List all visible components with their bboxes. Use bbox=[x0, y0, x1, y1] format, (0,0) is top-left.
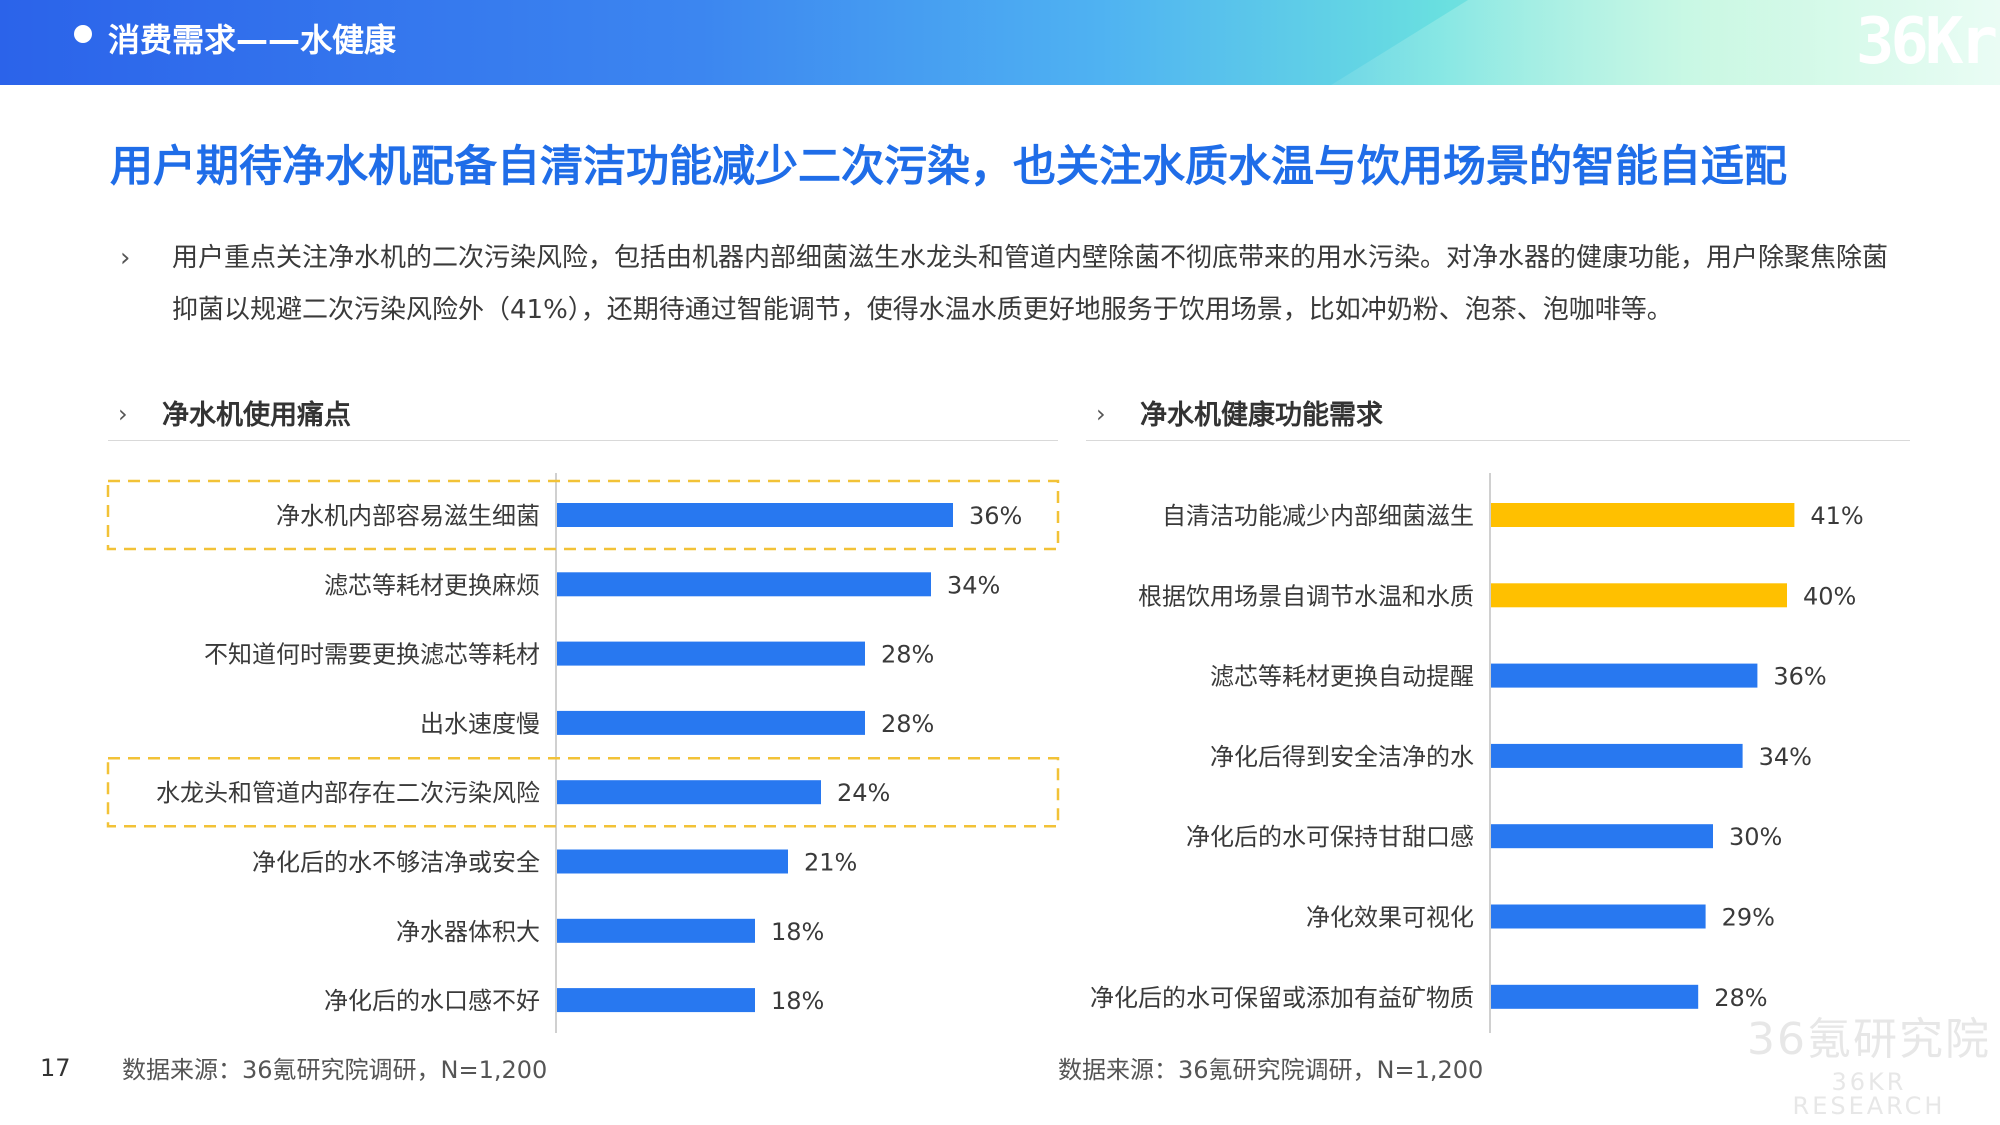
data-label: 41% bbox=[1810, 502, 1863, 530]
data-label: 18% bbox=[771, 918, 824, 946]
summary-text: 用户重点关注净水机的二次污染风险，包括由机器内部细菌滋生水龙头和管道内壁除菌不彻… bbox=[172, 243, 1889, 325]
data-label: 36% bbox=[1773, 663, 1826, 691]
bar bbox=[1491, 984, 1699, 1009]
bar bbox=[1491, 663, 1758, 688]
page-number: 17 bbox=[40, 1054, 71, 1082]
category-label: 水龙头和管道内部存在二次污染风险 bbox=[156, 779, 540, 807]
category-label: 净水机内部容易滋生细菌 bbox=[276, 502, 540, 530]
category-label: 自清洁功能减少内部细菌滋生 bbox=[1162, 502, 1474, 530]
category-label: 净化后得到安全洁净的水 bbox=[1210, 743, 1474, 771]
bar bbox=[557, 641, 865, 666]
data-label: 18% bbox=[771, 987, 824, 1015]
chevron-right-icon: › bbox=[118, 400, 128, 428]
data-source-right: 数据来源：36氪研究院调研，N=1,200 bbox=[1058, 1056, 1484, 1084]
bullet-dot-icon bbox=[74, 25, 92, 43]
bar bbox=[1491, 583, 1787, 608]
right-panel-header: › 净水机健康功能需求 bbox=[1086, 396, 1910, 441]
bar bbox=[1491, 503, 1795, 527]
data-label: 24% bbox=[837, 779, 890, 807]
data-label: 28% bbox=[1714, 984, 1767, 1012]
bar bbox=[557, 849, 788, 874]
data-label: 34% bbox=[947, 571, 1000, 599]
data-label: 40% bbox=[1803, 582, 1856, 610]
highlight-box bbox=[106, 479, 1060, 551]
chevron-right-icon: › bbox=[1096, 400, 1106, 428]
bar bbox=[557, 988, 755, 1013]
header-title: 消费需求——水健康 bbox=[108, 21, 397, 59]
watermark-cn: 36氪研究院 bbox=[1747, 1014, 1991, 1065]
watermark-en: 36KR RESEARCH bbox=[1792, 1068, 1946, 1120]
chevron-right-icon: › bbox=[120, 243, 131, 273]
category-label: 净化后的水口感不好 bbox=[324, 987, 540, 1015]
data-label: 28% bbox=[881, 641, 934, 669]
category-label: 净化后的水不够洁净或安全 bbox=[252, 849, 540, 877]
summary-paragraph: › 用户重点关注净水机的二次污染风险，包括由机器内部细菌滋生水龙头和管道内壁除菌… bbox=[120, 232, 1890, 336]
category-label: 滤芯等耗材更换自动提醒 bbox=[1210, 663, 1474, 691]
left-panel-title: 净水机使用痛点 bbox=[162, 400, 351, 431]
pain-points-chart: 净水机内部容易滋生细菌 36% 滤芯等耗材更换麻烦 34% 不知道何时需要更换滤芯等耗材… bbox=[0, 455, 1070, 1049]
data-label: 36% bbox=[969, 502, 1022, 530]
data-label: 30% bbox=[1729, 823, 1782, 851]
bar bbox=[557, 503, 953, 527]
category-label: 净化后的水可保留或添加有益矿物质 bbox=[1090, 984, 1474, 1012]
category-label: 根据饮用场景自调节水温和水质 bbox=[1138, 582, 1474, 610]
data-label: 29% bbox=[1722, 904, 1775, 932]
data-source-left: 数据来源：36氪研究院调研，N=1,200 bbox=[122, 1056, 548, 1084]
data-label: 21% bbox=[804, 849, 857, 877]
category-label: 净水器体积大 bbox=[396, 918, 540, 946]
header-banner: 消费需求——水健康 36Kr bbox=[0, 0, 2000, 85]
bar bbox=[1491, 743, 1743, 768]
data-label: 28% bbox=[881, 710, 934, 738]
bar bbox=[1491, 904, 1706, 929]
bar bbox=[557, 572, 931, 597]
category-label: 不知道何时需要更换滤芯等耗材 bbox=[204, 641, 540, 669]
watermark: 36氪研究院 36KR RESEARCH bbox=[1738, 1014, 2000, 1120]
bar bbox=[557, 780, 821, 805]
highlight-box bbox=[106, 756, 1060, 828]
bar bbox=[557, 710, 865, 735]
bar bbox=[1491, 824, 1713, 849]
bar bbox=[557, 918, 755, 943]
category-label: 净化后的水可保持甘甜口感 bbox=[1186, 823, 1474, 851]
health-features-chart: 自清洁功能减少内部细菌滋生 41% 根据饮用场景自调节水温和水质 40% 滤芯等耗材更换… bbox=[1070, 455, 1990, 1049]
category-label: 滤芯等耗材更换麻烦 bbox=[324, 571, 540, 599]
category-label: 净化效果可视化 bbox=[1306, 904, 1474, 932]
brand-logo: 36Kr bbox=[1855, 5, 1998, 79]
page-title: 用户期待净水机配备自清洁功能减少二次污染，也关注水质水温与饮用场景的智能自适配 bbox=[110, 142, 1787, 192]
left-panel-header: › 净水机使用痛点 bbox=[108, 396, 1058, 441]
right-panel-title: 净水机健康功能需求 bbox=[1140, 400, 1383, 431]
category-label: 出水速度慢 bbox=[420, 710, 540, 738]
data-label: 34% bbox=[1759, 743, 1812, 771]
